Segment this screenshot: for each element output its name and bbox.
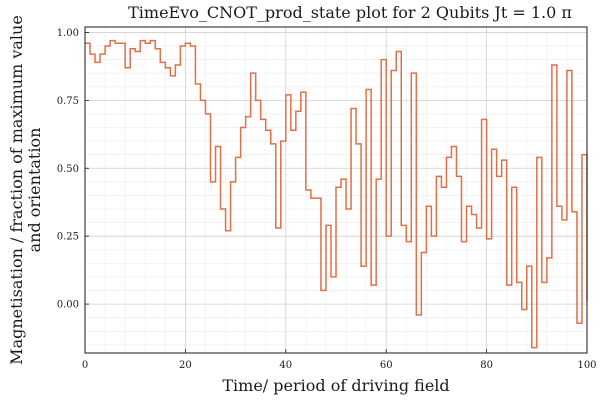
x-tick-label: 60	[380, 360, 393, 371]
series-line	[85, 39, 588, 349]
y-tick-label: 0.50	[57, 164, 79, 175]
plot-frame	[84, 26, 588, 354]
minor-grid	[85, 27, 587, 353]
x-tick-label: 20	[179, 360, 192, 371]
chart-title: TimeEvo_CNOT_prod_state plot for 2 Qubit…	[128, 3, 572, 22]
y-tick-label: 1.00	[57, 28, 79, 39]
x-tick-label: 80	[480, 360, 493, 371]
y-axis-label: Magnetisation / fraction of maximum valu…	[7, 15, 44, 365]
ticks	[84, 32, 588, 353]
x-tick-labels: 0 20 40 60 80 100	[82, 360, 597, 371]
y-tick-label: 0.75	[57, 96, 79, 107]
y-axis-label-line-2: and orientation	[25, 128, 44, 253]
x-axis-label: Time/ period of driving field	[222, 376, 449, 395]
y-tick-labels: 0.00 0.25 0.50 0.75 1.00	[57, 28, 79, 311]
y-axis-label-line-1: Magnetisation / fraction of maximum valu…	[7, 15, 26, 365]
y-tick-label: 0.00	[57, 300, 79, 311]
x-tick-label: 40	[279, 360, 292, 371]
x-tick-label: 100	[577, 360, 596, 371]
y-tick-label: 0.25	[57, 232, 79, 243]
x-tick-label: 0	[82, 360, 88, 371]
